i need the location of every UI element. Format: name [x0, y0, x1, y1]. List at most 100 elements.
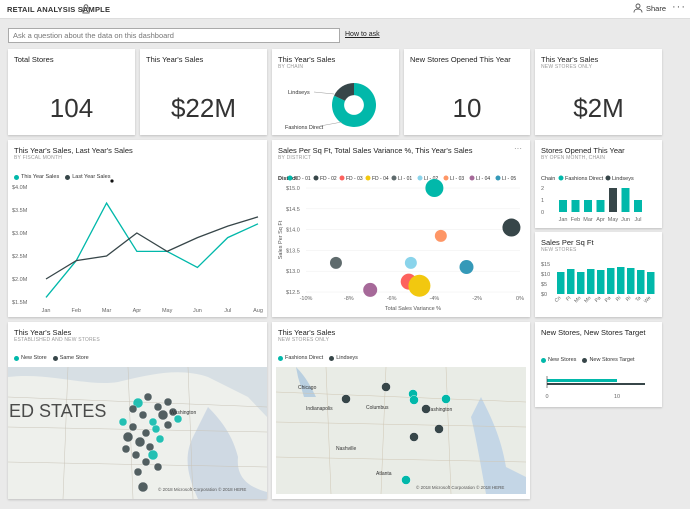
store-marker [148, 417, 158, 427]
store-marker [131, 450, 141, 460]
tile-sales-by-chain[interactable]: This Year's Sales BY CHAIN Lindseys Fash… [272, 49, 399, 135]
tile-title: Total Stores [14, 55, 54, 64]
legend-dot [582, 357, 588, 363]
x-tick-label: Pa [604, 295, 613, 304]
map-legend: Fashions Direct Lindseys [278, 355, 358, 361]
bar [609, 188, 617, 212]
map-canvas[interactable]: ED STATES Washington © 2018 Microsoft Co… [8, 367, 267, 499]
bar [607, 268, 615, 294]
share-label: Share [646, 3, 667, 13]
map-copyright: © 2018 Microsoft Corporation © 2018 HERE [158, 487, 247, 492]
legend-label: New Stores [548, 357, 577, 363]
tile-stores-opened[interactable]: Stores Opened This Year BY OPEN MONTH, C… [535, 140, 662, 228]
bar [584, 200, 592, 212]
store-marker [401, 475, 411, 485]
store-marker [128, 404, 138, 414]
x-tick-label: Ri [625, 295, 633, 303]
y-tick-label: $15 [541, 262, 550, 268]
store-marker [122, 431, 134, 443]
tile-subtitle: NEW STORES ONLY [541, 64, 593, 70]
scatter-chart: District FD - 01 FD - 02 FD - 03 FD - 04 LI … [278, 175, 524, 312]
tile-title: This Year's Sales, Last Year's Sales [14, 146, 133, 155]
x-tick-label: Jan [42, 308, 51, 314]
y-tick-label: 2 [541, 186, 544, 192]
x-tick-label: -2% [472, 296, 482, 302]
x-tick-label: Apr [133, 308, 142, 314]
store-marker [147, 449, 159, 461]
y-axis-title: Sales Per Sq Ft [278, 220, 284, 259]
scatter-point [363, 282, 378, 297]
tile-new-stores-opened[interactable]: New Stores Opened This Year 10 [404, 49, 530, 135]
bar [621, 188, 630, 212]
legend-dot [52, 355, 58, 361]
legend-title: Chain [541, 176, 555, 182]
store-marker [168, 407, 178, 417]
legend-dot [417, 175, 423, 181]
x-tick-label: Jun [621, 217, 630, 223]
tile-this-year-sales[interactable]: This Year's Sales $22M [140, 49, 267, 135]
map-copyright: © 2018 Microsoft Corporation © 2018 HERE [416, 485, 505, 490]
map-city-label: Washington [170, 410, 196, 416]
tile-scatter[interactable]: Sales Per Sq Ft, Total Sales Variance %,… [272, 140, 530, 317]
legend-label: New Stores Target [589, 357, 635, 363]
line-legend: This Year Sales Last Year Sales [14, 174, 110, 180]
tile-map-new-stores[interactable]: This Year's Sales NEW STORES ONLY Fashio… [272, 322, 530, 499]
map-canvas[interactable]: Chicago Indianapolis Columbus Washington… [276, 367, 526, 494]
legend-label: Last Year Sales [72, 174, 111, 180]
bar [647, 272, 655, 294]
tile-more-button[interactable]: ··· [514, 144, 522, 153]
legend-label: LI - 01 [398, 176, 412, 182]
x-tick-label: Jan [559, 217, 568, 223]
y-tick-label: $0 [541, 292, 547, 298]
legend-dot [287, 175, 293, 181]
tile-subtitle: NEW STORES ONLY [278, 337, 330, 343]
x-tick-label: -8% [344, 296, 354, 302]
map-legend: New Store Same Store [14, 355, 89, 361]
series-line [45, 201, 259, 298]
tile-title: New Stores, New Stores Target [541, 328, 646, 337]
tile-new-stores-sales[interactable]: This Year's Sales NEW STORES ONLY $2M [535, 49, 662, 135]
tile-total-stores[interactable]: Total Stores 104 [8, 49, 135, 135]
legend-dot [605, 175, 611, 181]
legend-dot [65, 174, 71, 180]
tile-sales-per-sqft[interactable]: Sales Per Sq Ft NEW STORES $0 $5 $10 $15 Cn F… [535, 232, 662, 317]
kpi-value: $22M [170, 93, 237, 123]
more-options-button[interactable]: ··· [672, 1, 686, 13]
tile-subtitle: BY DISTRICT [278, 155, 312, 161]
bar [559, 200, 567, 212]
tile-subtitle: BY FISCAL MONTH [14, 155, 63, 161]
tile-line-chart[interactable]: This Year's Sales, Last Year's Sales BY … [8, 140, 267, 317]
y-tick-label: $2.5M [12, 254, 28, 260]
target-legend: New Stores New Stores Target [541, 357, 635, 363]
y-tick-label: $15.0 [286, 186, 300, 192]
store-marker [381, 382, 391, 392]
tile-subtitle: BY CHAIN [278, 64, 304, 70]
pie-label-fashions-direct: Fashions Direct [285, 125, 324, 131]
pie-hole [344, 95, 364, 115]
x-tick-label: -4% [430, 296, 440, 302]
qa-input[interactable]: Ask a question about the data on this da… [8, 28, 340, 43]
x-tick-label: 10 [614, 394, 620, 400]
y-tick-label: $13.0 [286, 269, 300, 275]
store-marker [137, 481, 149, 493]
share-button[interactable]: Share [633, 3, 666, 13]
bar [567, 269, 575, 294]
x-tick-label: May [608, 217, 619, 223]
kpi-value: 10 [452, 93, 482, 123]
store-marker [128, 422, 138, 432]
y-tick-label: $14.0 [286, 228, 300, 234]
legend-dot [365, 175, 371, 181]
scatter-point [434, 229, 447, 242]
store-marker [141, 457, 151, 467]
legend-label: FD - 03 [346, 176, 363, 182]
tile-subtitle: BY OPEN MONTH, CHAIN [541, 155, 606, 161]
x-tick-label: Apr [596, 217, 605, 223]
tile-map-established[interactable]: This Year's Sales ESTABLISHED AND NEW ST… [8, 322, 267, 499]
map-overlay-label: ED STATES [9, 401, 106, 421]
how-to-ask-link[interactable]: How to ask [345, 31, 380, 38]
x-tick-label: Feb [72, 308, 81, 314]
tile-new-stores-target[interactable]: New Stores, New Stores Target New Stores… [535, 322, 662, 407]
store-marker [409, 432, 419, 442]
series-line [45, 216, 259, 280]
bar [596, 200, 605, 212]
